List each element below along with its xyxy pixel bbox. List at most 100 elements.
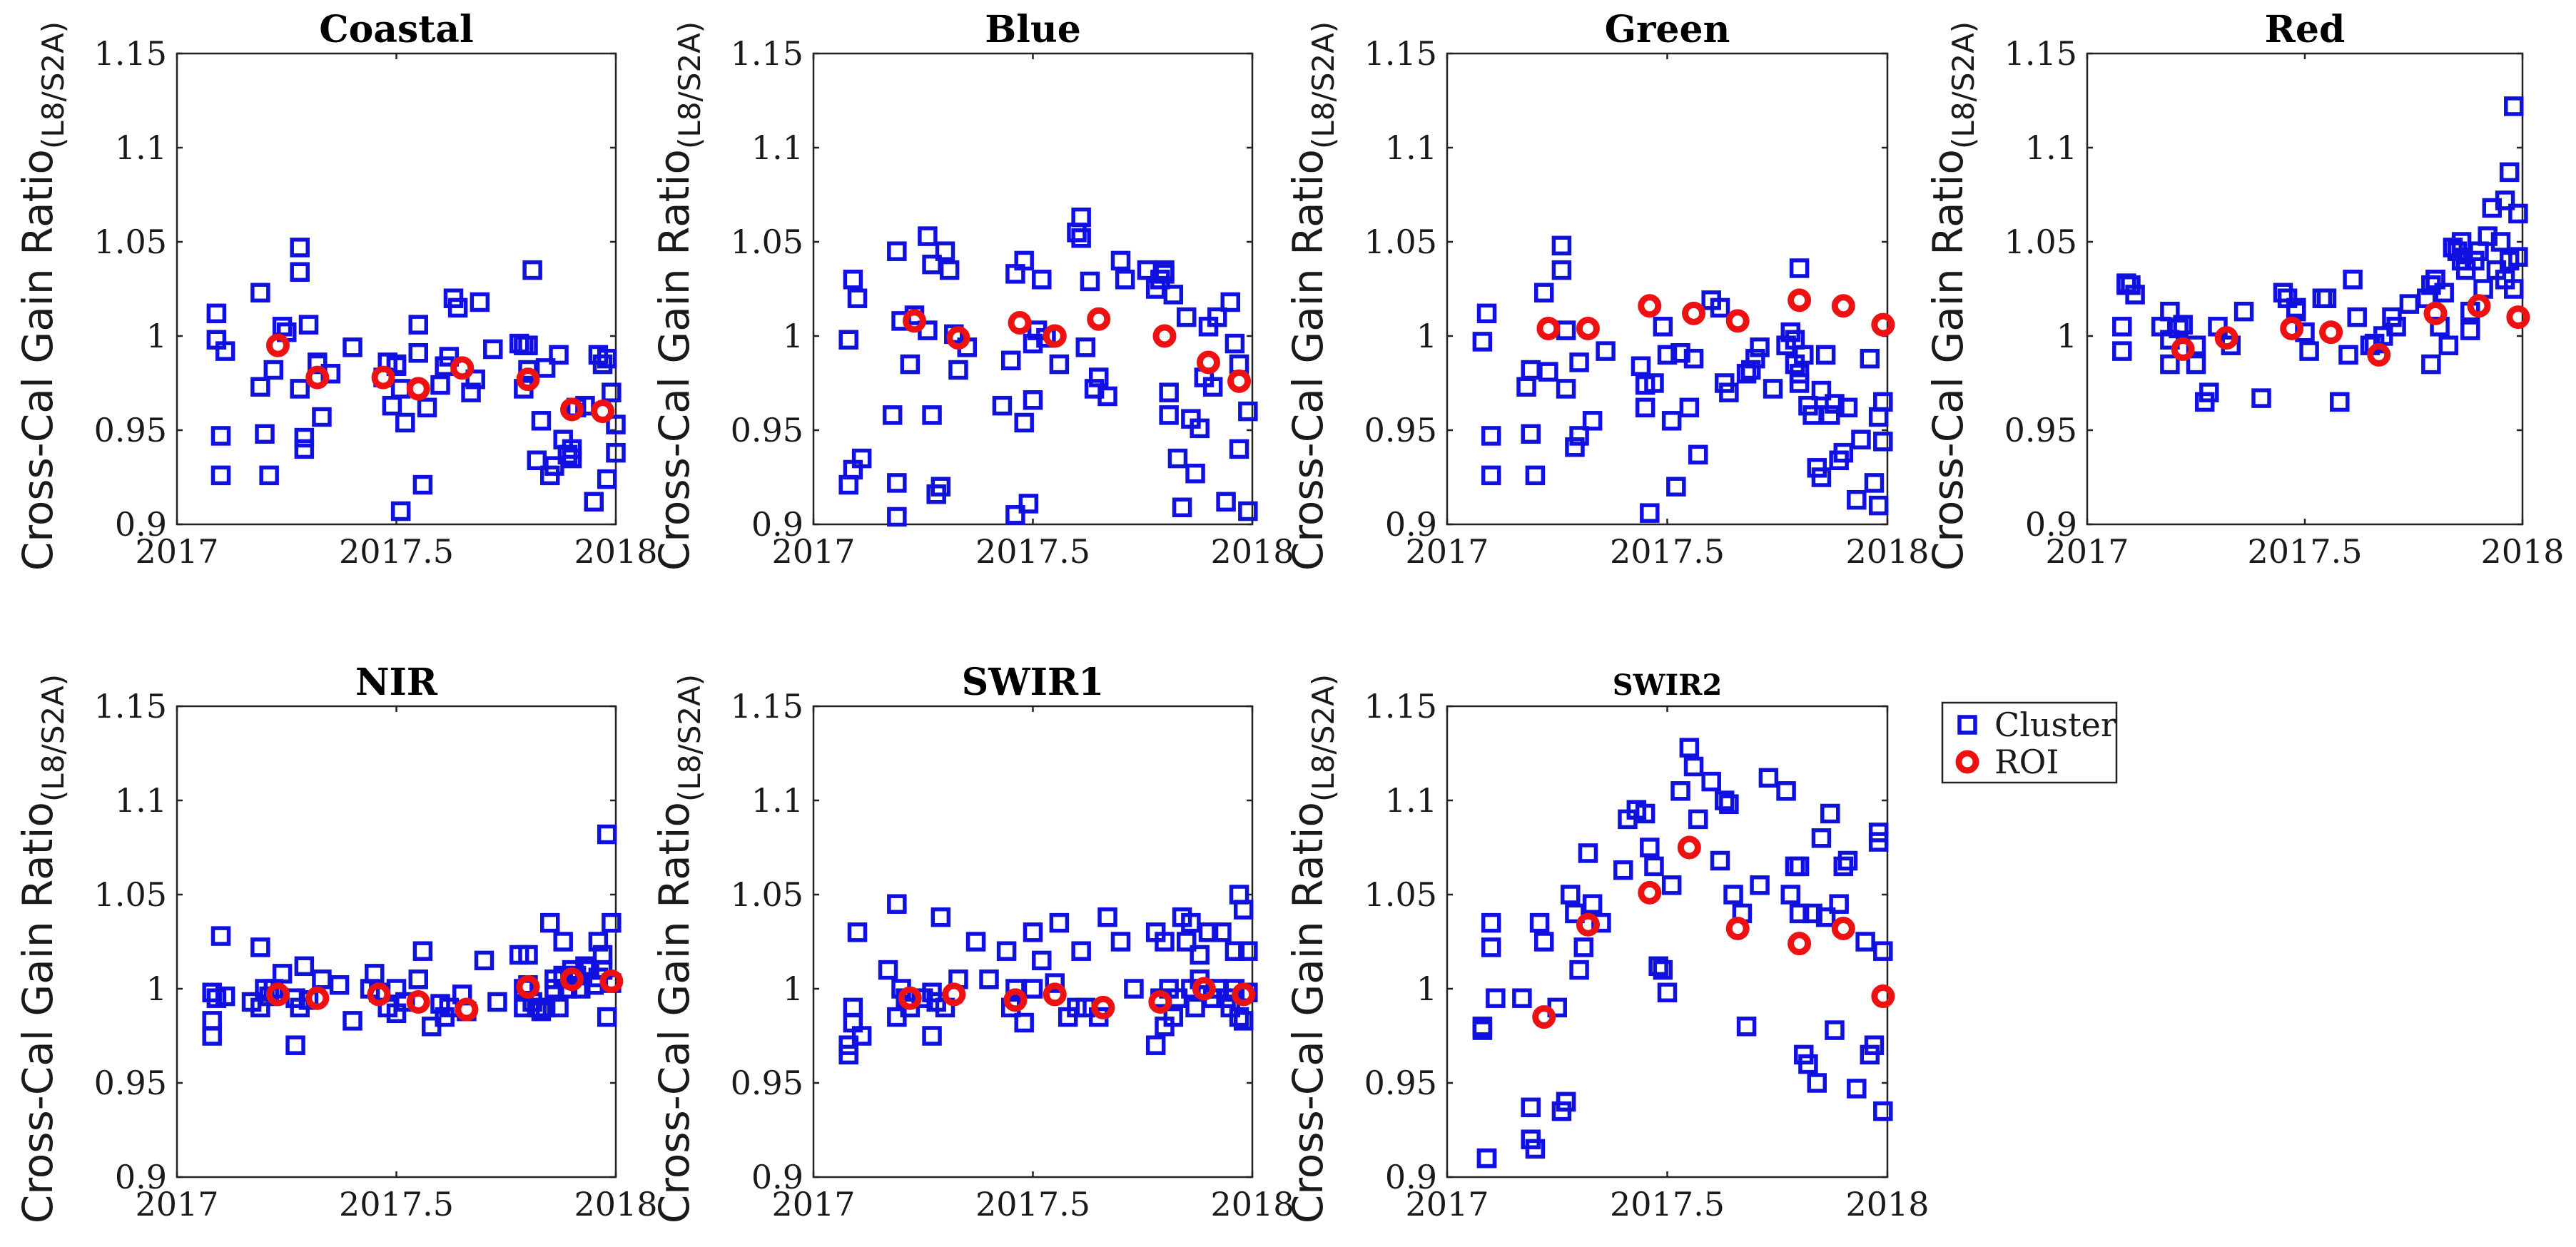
blue-xtick-label: 2018 [1210, 532, 1294, 571]
swir1-xtick-label: 2018 [1210, 1185, 1294, 1223]
swir2-cluster-point [1533, 932, 1554, 952]
red-roi-point [2280, 316, 2304, 340]
swir2-cluster-point [1525, 1139, 1546, 1159]
swir2-cluster-point [1829, 894, 1849, 914]
red-cluster-point [2330, 392, 2350, 412]
green-roi-point [1536, 316, 1561, 340]
nir-roi-point [406, 989, 430, 1014]
green-cluster-point [1794, 345, 1814, 365]
swir2-cluster-point [1561, 885, 1581, 905]
coastal-cluster-point [535, 358, 556, 378]
swir1-cluster-point [1124, 979, 1144, 999]
swir2-cluster-point [1789, 856, 1810, 877]
red-ytick-label: 0.9 [2025, 505, 2077, 544]
swir2-cluster-point [1785, 856, 1805, 877]
coastal-cluster-point [259, 465, 279, 486]
coastal-cluster-point [206, 303, 227, 324]
green-cluster-point [1569, 426, 1589, 446]
swir2-cluster-point [1573, 937, 1594, 957]
swir2-cluster-point [1481, 937, 1501, 957]
blue-roi-point [1227, 369, 1252, 393]
swir1-ytick-label: 1.15 [731, 687, 803, 726]
green-xtick-label: 2018 [1845, 532, 1929, 571]
swir2-xtick-label: 2017 [1405, 1185, 1489, 1223]
swir1-cluster-point [1198, 922, 1219, 942]
swir2-cluster-point [1640, 838, 1660, 857]
swir2-ytick-label: 0.9 [1385, 1158, 1437, 1196]
green-ytick-label: 1.1 [1385, 128, 1437, 167]
green-cluster-point [1661, 411, 1682, 431]
coastal-ytick-label: 0.95 [94, 411, 167, 449]
blue-cluster-point [935, 241, 955, 261]
nir-ytick-label: 1.1 [115, 781, 167, 820]
swir2-roi-point [1871, 984, 1895, 1009]
red-xtick-label: 2017 [2045, 532, 2129, 571]
green-title: Green [1605, 8, 1730, 51]
swir1-title: SWIR1 [962, 661, 1105, 704]
blue-ytick-label: 1.1 [751, 128, 803, 167]
swir1-ylabel-subscript: (L8/S2A) [672, 674, 707, 802]
nir-cluster-point [202, 982, 222, 1003]
swir1-cluster-point [1014, 1012, 1034, 1033]
nir-cluster-point [202, 1026, 222, 1046]
nir-ytick-label: 1.05 [94, 875, 167, 914]
swir2-cluster-series [1472, 738, 1893, 1169]
blue-ytick-label: 1.05 [731, 223, 803, 261]
green-cluster-point [1860, 348, 1880, 369]
coastal-cluster-point [522, 260, 542, 280]
swir2-cluster-point [1798, 1054, 1818, 1074]
nir-roi-point [265, 982, 290, 1007]
coastal-cluster-point [592, 354, 613, 375]
nir-cluster-point [250, 937, 270, 957]
green-roi-point [1831, 294, 1855, 318]
swir2-cluster-point [1476, 1148, 1497, 1169]
coastal-cluster-point [211, 426, 231, 446]
coastal-cluster-point [417, 397, 437, 418]
red-cluster-point [2399, 294, 2420, 314]
red-roi-point [2214, 326, 2238, 350]
red-cluster-point [2508, 247, 2528, 267]
swir2-cluster-point [1661, 875, 1682, 895]
red-cluster-point [2169, 318, 2189, 339]
swir1-cluster-point [1023, 979, 1043, 999]
coastal-cluster-point [386, 354, 407, 375]
coastal-cluster-point [518, 335, 538, 355]
coastal-cluster-point [290, 379, 310, 399]
green-cluster-point [1538, 362, 1558, 382]
legend: Cluster ROI [1941, 701, 2118, 784]
coastal-cluster-point [562, 439, 582, 459]
red-roi-point [2506, 305, 2530, 330]
legend-cluster-label: Cluster [1994, 706, 2116, 744]
swir2-cluster-point [1476, 1148, 1497, 1169]
blue-roi-point [1152, 324, 1177, 348]
swir2-cluster-point [1802, 903, 1822, 924]
swir1-cluster-point [1049, 912, 1070, 933]
blue-cluster-point [1238, 401, 1258, 422]
red-cluster-point [2495, 190, 2515, 210]
nir-ytick-label: 0.95 [94, 1064, 167, 1102]
swir2-roi-point [1725, 917, 1750, 941]
swir2-cluster-point [1864, 1035, 1885, 1055]
green-xtick-label: 2017.5 [1610, 532, 1725, 571]
coastal-cluster-point [395, 412, 415, 433]
blue-cluster-point [918, 226, 938, 246]
green-cluster-point [1631, 356, 1651, 376]
swir1-roi-series [898, 977, 1256, 1019]
swir1-ytick-label: 1.1 [751, 781, 803, 820]
coastal-roi-point [305, 365, 330, 390]
green-cluster-point [1657, 345, 1678, 365]
coastal-cluster-point [382, 395, 402, 416]
swir1-cluster-point [1145, 1035, 1166, 1055]
swir2-roi-point [1576, 912, 1600, 937]
green-ytick-label: 1.05 [1364, 223, 1437, 261]
swir2-ytick-label: 0.95 [1364, 1064, 1437, 1102]
nir-axes-frame [176, 705, 617, 1179]
green-cluster-point [1750, 337, 1770, 357]
red-cluster-point [2386, 317, 2406, 337]
nir-xtick-label: 2017.5 [339, 1185, 454, 1223]
blue-cluster-point [1005, 505, 1025, 525]
coastal-cluster-point [408, 343, 428, 363]
green-cluster-series [1472, 235, 1893, 523]
blue-roi-point [902, 309, 926, 333]
green-roi-point [1725, 309, 1750, 333]
